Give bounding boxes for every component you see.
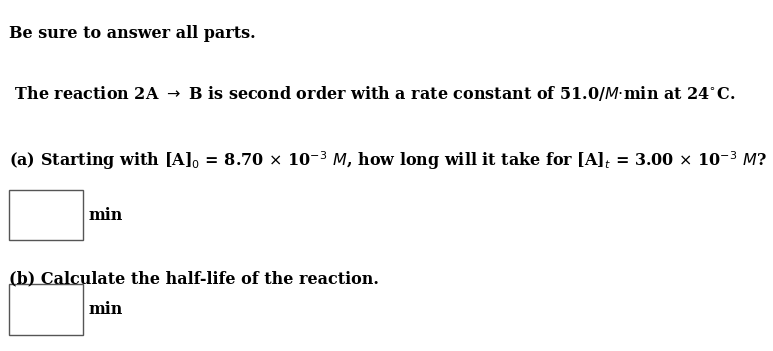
Text: (a) Starting with [A]$_0$ = 8.70 $\times$ 10$^{-3}$ $\mathit{M}$, how long will : (a) Starting with [A]$_0$ = 8.70 $\times… (9, 149, 768, 172)
Text: The reaction 2A $\rightarrow$ B is second order with a rate constant of 51.0/$\m: The reaction 2A $\rightarrow$ B is secon… (9, 84, 736, 103)
Text: min: min (89, 207, 123, 224)
Text: (b) Calculate the half-life of the reaction.: (b) Calculate the half-life of the react… (9, 270, 379, 287)
Text: Be sure to answer all parts.: Be sure to answer all parts. (9, 25, 256, 41)
FancyBboxPatch shape (9, 190, 83, 240)
FancyBboxPatch shape (9, 284, 83, 335)
Text: min: min (89, 302, 123, 318)
